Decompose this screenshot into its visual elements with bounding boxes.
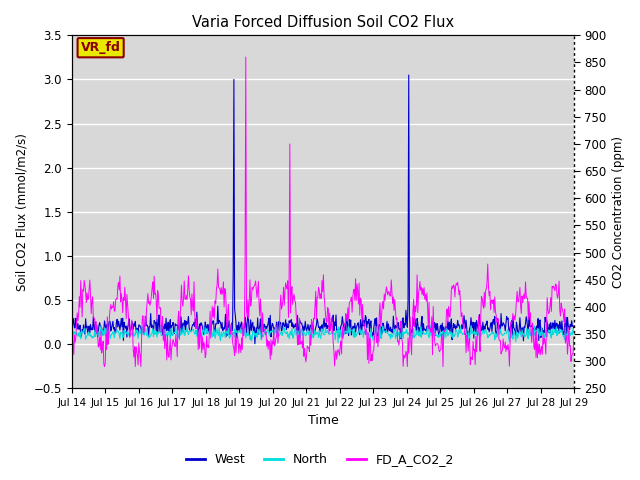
Text: VR_fd: VR_fd — [81, 41, 120, 54]
Y-axis label: Soil CO2 Flux (mmol/m2/s): Soil CO2 Flux (mmol/m2/s) — [15, 133, 28, 291]
Title: Varia Forced Diffusion Soil CO2 Flux: Varia Forced Diffusion Soil CO2 Flux — [192, 15, 454, 30]
Y-axis label: CO2 Concentration (ppm): CO2 Concentration (ppm) — [612, 136, 625, 288]
Legend: West, North, FD_A_CO2_2: West, North, FD_A_CO2_2 — [181, 448, 459, 471]
X-axis label: Time: Time — [308, 414, 339, 427]
